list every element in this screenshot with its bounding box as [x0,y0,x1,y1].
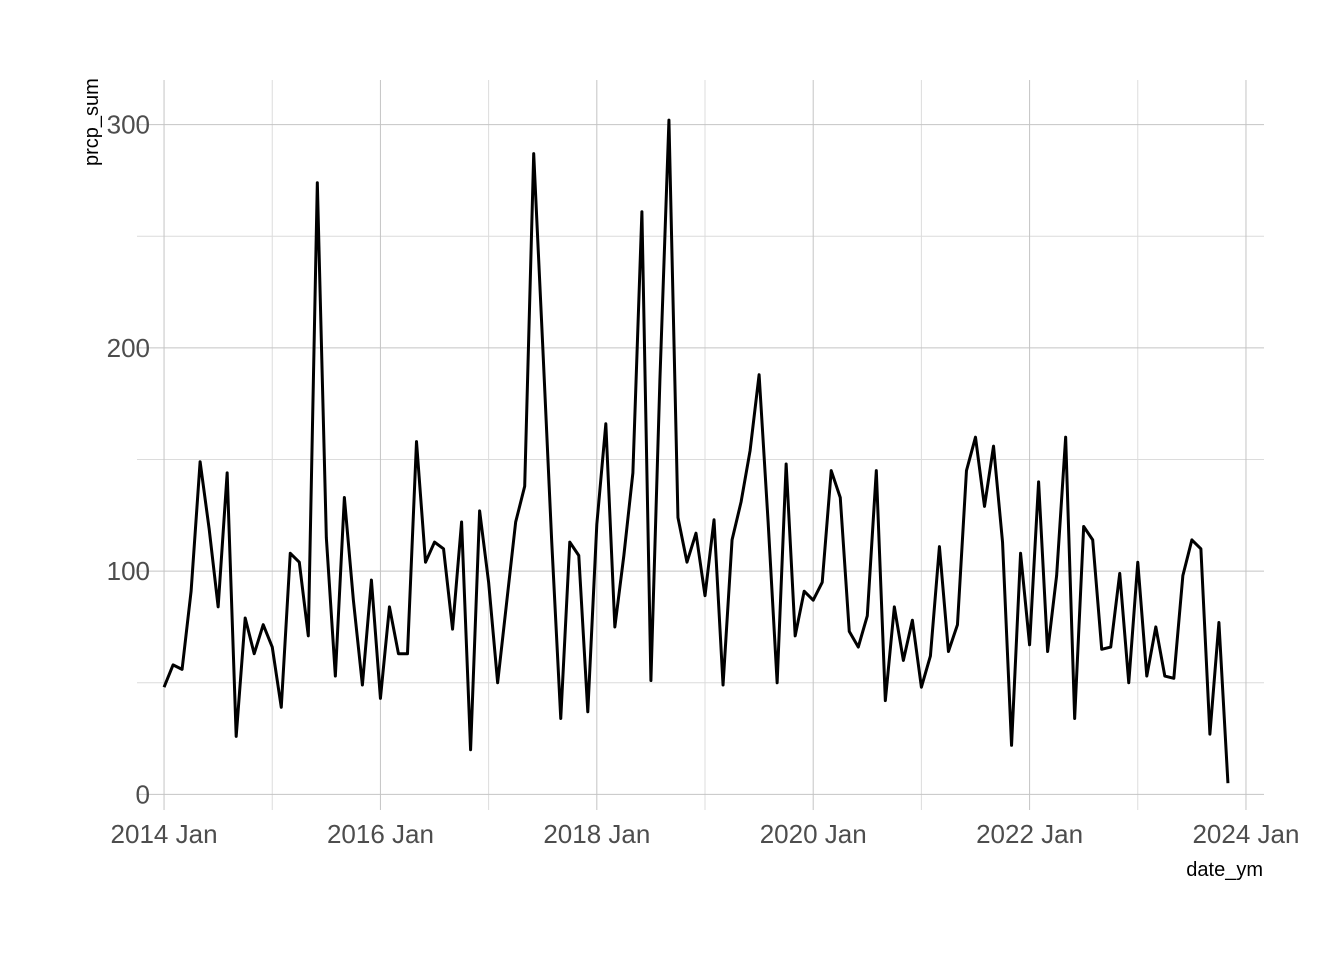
x-axis-title: date_ym [1186,859,1263,881]
y-tick-label: 300 [107,110,150,140]
x-tick-label: 2014 Jan [111,819,218,849]
series-line-prcp_sum [162,118,1230,784]
x-axis-tick-labels: 2014 Jan 2016 Jan 2018 Jan 2020 Jan 2022 Jan… [111,819,1300,849]
y-axis-tick-labels: 0 100 200 300 [107,110,150,810]
x-tick-label: 2020 Jan [760,819,867,849]
y-tick-label: 0 [136,779,150,809]
y-tick-label: 200 [107,333,150,363]
y-axis-title: prcp_sum [81,78,103,166]
x-tick-label: 2022 Jan [976,819,1083,849]
minor-x-gridlines [271,80,1139,810]
x-tick-label: 2018 Jan [543,819,650,849]
x-tick-label: 2016 Jan [327,819,434,849]
y-tick-label: 100 [107,556,150,586]
x-tick-label: 2024 Jan [1192,819,1299,849]
